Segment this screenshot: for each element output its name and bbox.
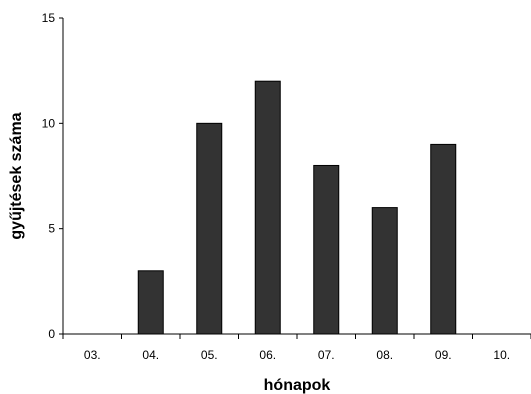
bar (137, 270, 164, 335)
x-tick-label: 07. (318, 348, 335, 362)
axes-group (62, 18, 531, 335)
y-ticks-group: 0 5 10 15 (42, 11, 63, 341)
y-axis-title: gyűjtések száma (8, 112, 25, 239)
x-tick-label: 09. (435, 348, 452, 362)
x-axis-title: hónapok (264, 377, 331, 394)
bar (313, 164, 340, 335)
y-tick-label: 0 (48, 327, 55, 341)
bar (196, 122, 223, 335)
bar (430, 143, 457, 335)
x-tick-label: 05. (201, 348, 218, 362)
x-tick-label: 03. (84, 348, 101, 362)
x-tick-label: 10. (493, 348, 510, 362)
bars-group (137, 80, 457, 335)
y-tick-label: 10 (42, 116, 56, 130)
bar (371, 207, 398, 335)
y-tick-label: 15 (42, 11, 56, 25)
x-tick-label: 08. (376, 348, 393, 362)
x-tick-label: 06. (259, 348, 276, 362)
bar (254, 80, 281, 335)
x-ticks-group: 03. 04. 05. 06. 07. 08. 09. 10. (62, 334, 531, 362)
x-tick-label: 04. (142, 348, 159, 362)
y-tick-label: 5 (48, 222, 55, 236)
